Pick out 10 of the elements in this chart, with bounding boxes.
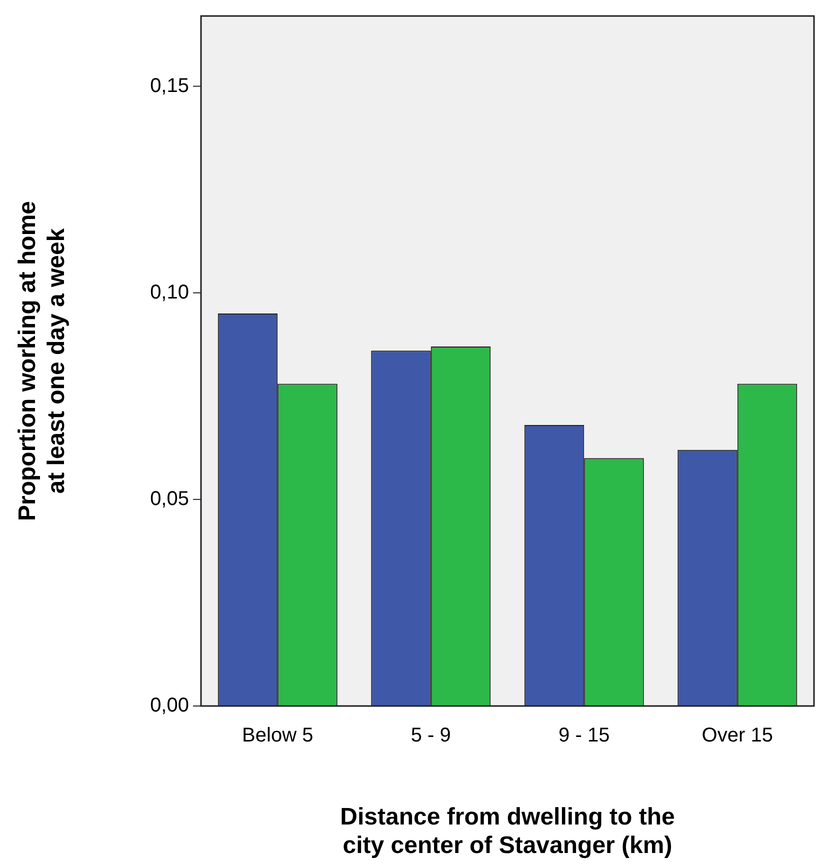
y-tick-label: 0,15 <box>150 74 189 97</box>
x-tick-label: Below 5 <box>242 724 314 747</box>
y-tick-label: 0,10 <box>150 281 189 304</box>
x-tick-label: Over 15 <box>702 724 773 747</box>
x-tick-label: 9 - 15 <box>558 724 610 747</box>
y-axis-title: Proportion working at home at least one day a week <box>14 200 70 522</box>
x-tick-label: 5 - 9 <box>410 724 451 747</box>
y-tick-label: 0,00 <box>150 694 189 717</box>
x-axis-title: Distance from dwelling to the city center of Stavanger (km) <box>340 803 675 860</box>
y-tick-label: 0,05 <box>150 488 189 510</box>
